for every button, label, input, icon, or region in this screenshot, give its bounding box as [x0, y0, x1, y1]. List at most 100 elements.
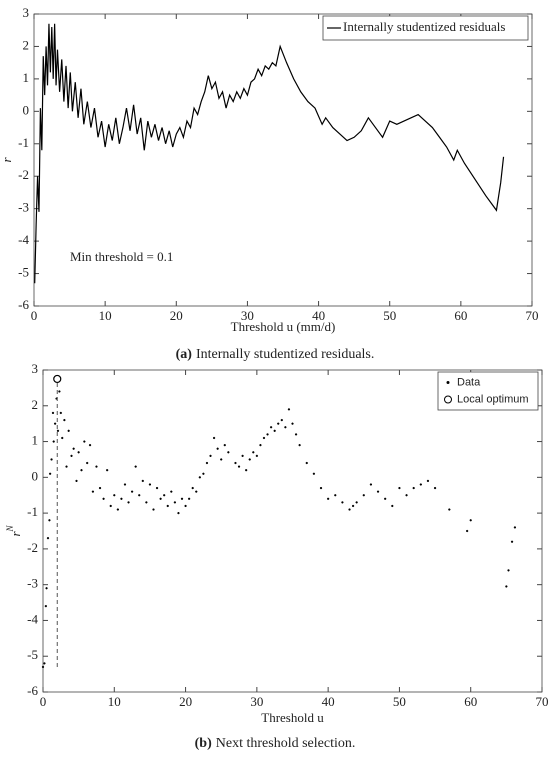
data-point	[44, 604, 48, 608]
y-tick-label: 3	[23, 5, 30, 20]
data-point	[43, 662, 46, 665]
x-tick-label: 20	[179, 694, 192, 709]
y-tick-label: -1	[18, 135, 29, 150]
data-point	[448, 508, 451, 511]
data-point	[341, 501, 344, 504]
data-point	[234, 461, 237, 465]
data-point	[312, 472, 316, 475]
data-point	[70, 454, 73, 458]
data-point	[273, 429, 276, 432]
data-point	[280, 418, 283, 422]
data-point	[294, 433, 298, 436]
y-tick-label: 0	[32, 468, 39, 483]
data-point	[141, 479, 144, 483]
data-point	[116, 508, 119, 511]
y-tick-label: -6	[18, 297, 29, 312]
data-point	[223, 443, 226, 447]
optimum-point	[53, 374, 62, 384]
x-tick-label: 40	[312, 308, 325, 323]
data-point	[507, 569, 510, 572]
data-point	[187, 497, 191, 500]
data-point	[205, 461, 209, 465]
x-tick-label: 70	[526, 308, 539, 323]
data-point	[262, 436, 266, 440]
data-point	[134, 465, 137, 468]
data-point	[412, 486, 415, 490]
x-tick-label: 10	[108, 694, 121, 709]
data-point	[287, 408, 291, 411]
y-tick-label: -4	[27, 611, 38, 626]
data-point	[198, 476, 201, 479]
data-point	[177, 511, 180, 515]
data-point	[220, 458, 223, 461]
x-tick-label: 20	[170, 308, 183, 323]
data-point	[391, 504, 394, 508]
x-tick-label: 70	[536, 694, 549, 709]
data-point	[505, 585, 508, 588]
data-point	[202, 472, 205, 475]
data-point	[95, 465, 98, 468]
data-point	[237, 465, 241, 468]
data-point	[209, 454, 212, 458]
line	[34, 23, 505, 284]
data-point	[369, 483, 373, 486]
data-point	[355, 501, 358, 504]
data-point	[56, 429, 60, 432]
plot-area	[33, 13, 533, 307]
x-tick-label: 60	[464, 694, 477, 709]
data-point	[77, 451, 80, 454]
data-point	[351, 504, 355, 508]
y-tick-label: 1	[23, 70, 30, 85]
data-point	[195, 490, 198, 493]
y-tick-label: -1	[27, 504, 38, 519]
plot-area	[42, 369, 543, 693]
data-point	[65, 465, 68, 468]
y-axis-label: rN	[5, 524, 23, 536]
caption-text: Next threshold selection.	[216, 736, 356, 751]
data-point	[245, 469, 248, 472]
data-point	[61, 436, 64, 440]
data-point	[277, 422, 280, 425]
data-point	[75, 479, 78, 483]
data-point	[53, 422, 57, 425]
data-point	[41, 665, 45, 669]
caption: (a) Internally studentized residuals.	[176, 347, 375, 362]
data-point	[63, 418, 66, 422]
data-point	[510, 540, 514, 543]
data-point	[155, 486, 159, 490]
data-point	[48, 519, 51, 522]
y-axis-label: r	[0, 157, 14, 163]
data-point	[148, 483, 152, 486]
y-tick-label: -2	[18, 167, 29, 182]
x-tick-label: 0	[40, 694, 47, 709]
data-point	[127, 501, 130, 504]
data-point	[248, 458, 251, 461]
data-point	[180, 497, 184, 500]
data-point	[138, 494, 141, 497]
data-point	[252, 451, 255, 454]
y-tick-label: -3	[18, 200, 29, 215]
data-point	[102, 497, 105, 500]
x-tick-label: 50	[383, 308, 396, 323]
y-axis-label-sup: N	[5, 524, 15, 532]
y-tick-label: -6	[27, 683, 38, 698]
data-point	[123, 483, 127, 486]
y-tick-label: -3	[27, 576, 38, 591]
legend-swatch	[444, 395, 452, 404]
legend-label: Local optimum	[457, 393, 529, 405]
data-point	[109, 504, 112, 508]
x-tick-label: 40	[322, 694, 335, 709]
data-point	[88, 443, 92, 447]
data-point	[227, 451, 230, 454]
data-point	[50, 458, 53, 461]
data-point	[305, 461, 308, 465]
data-point	[255, 454, 259, 458]
data-point	[173, 501, 177, 504]
x-axis-label: Threshold u (mm/d)	[231, 319, 336, 334]
x-tick-label: 60	[454, 308, 467, 323]
legend-label: Data	[457, 376, 481, 388]
data-point	[52, 440, 55, 443]
x-axis-label: Threshold u	[261, 710, 324, 725]
data-point	[291, 422, 294, 425]
